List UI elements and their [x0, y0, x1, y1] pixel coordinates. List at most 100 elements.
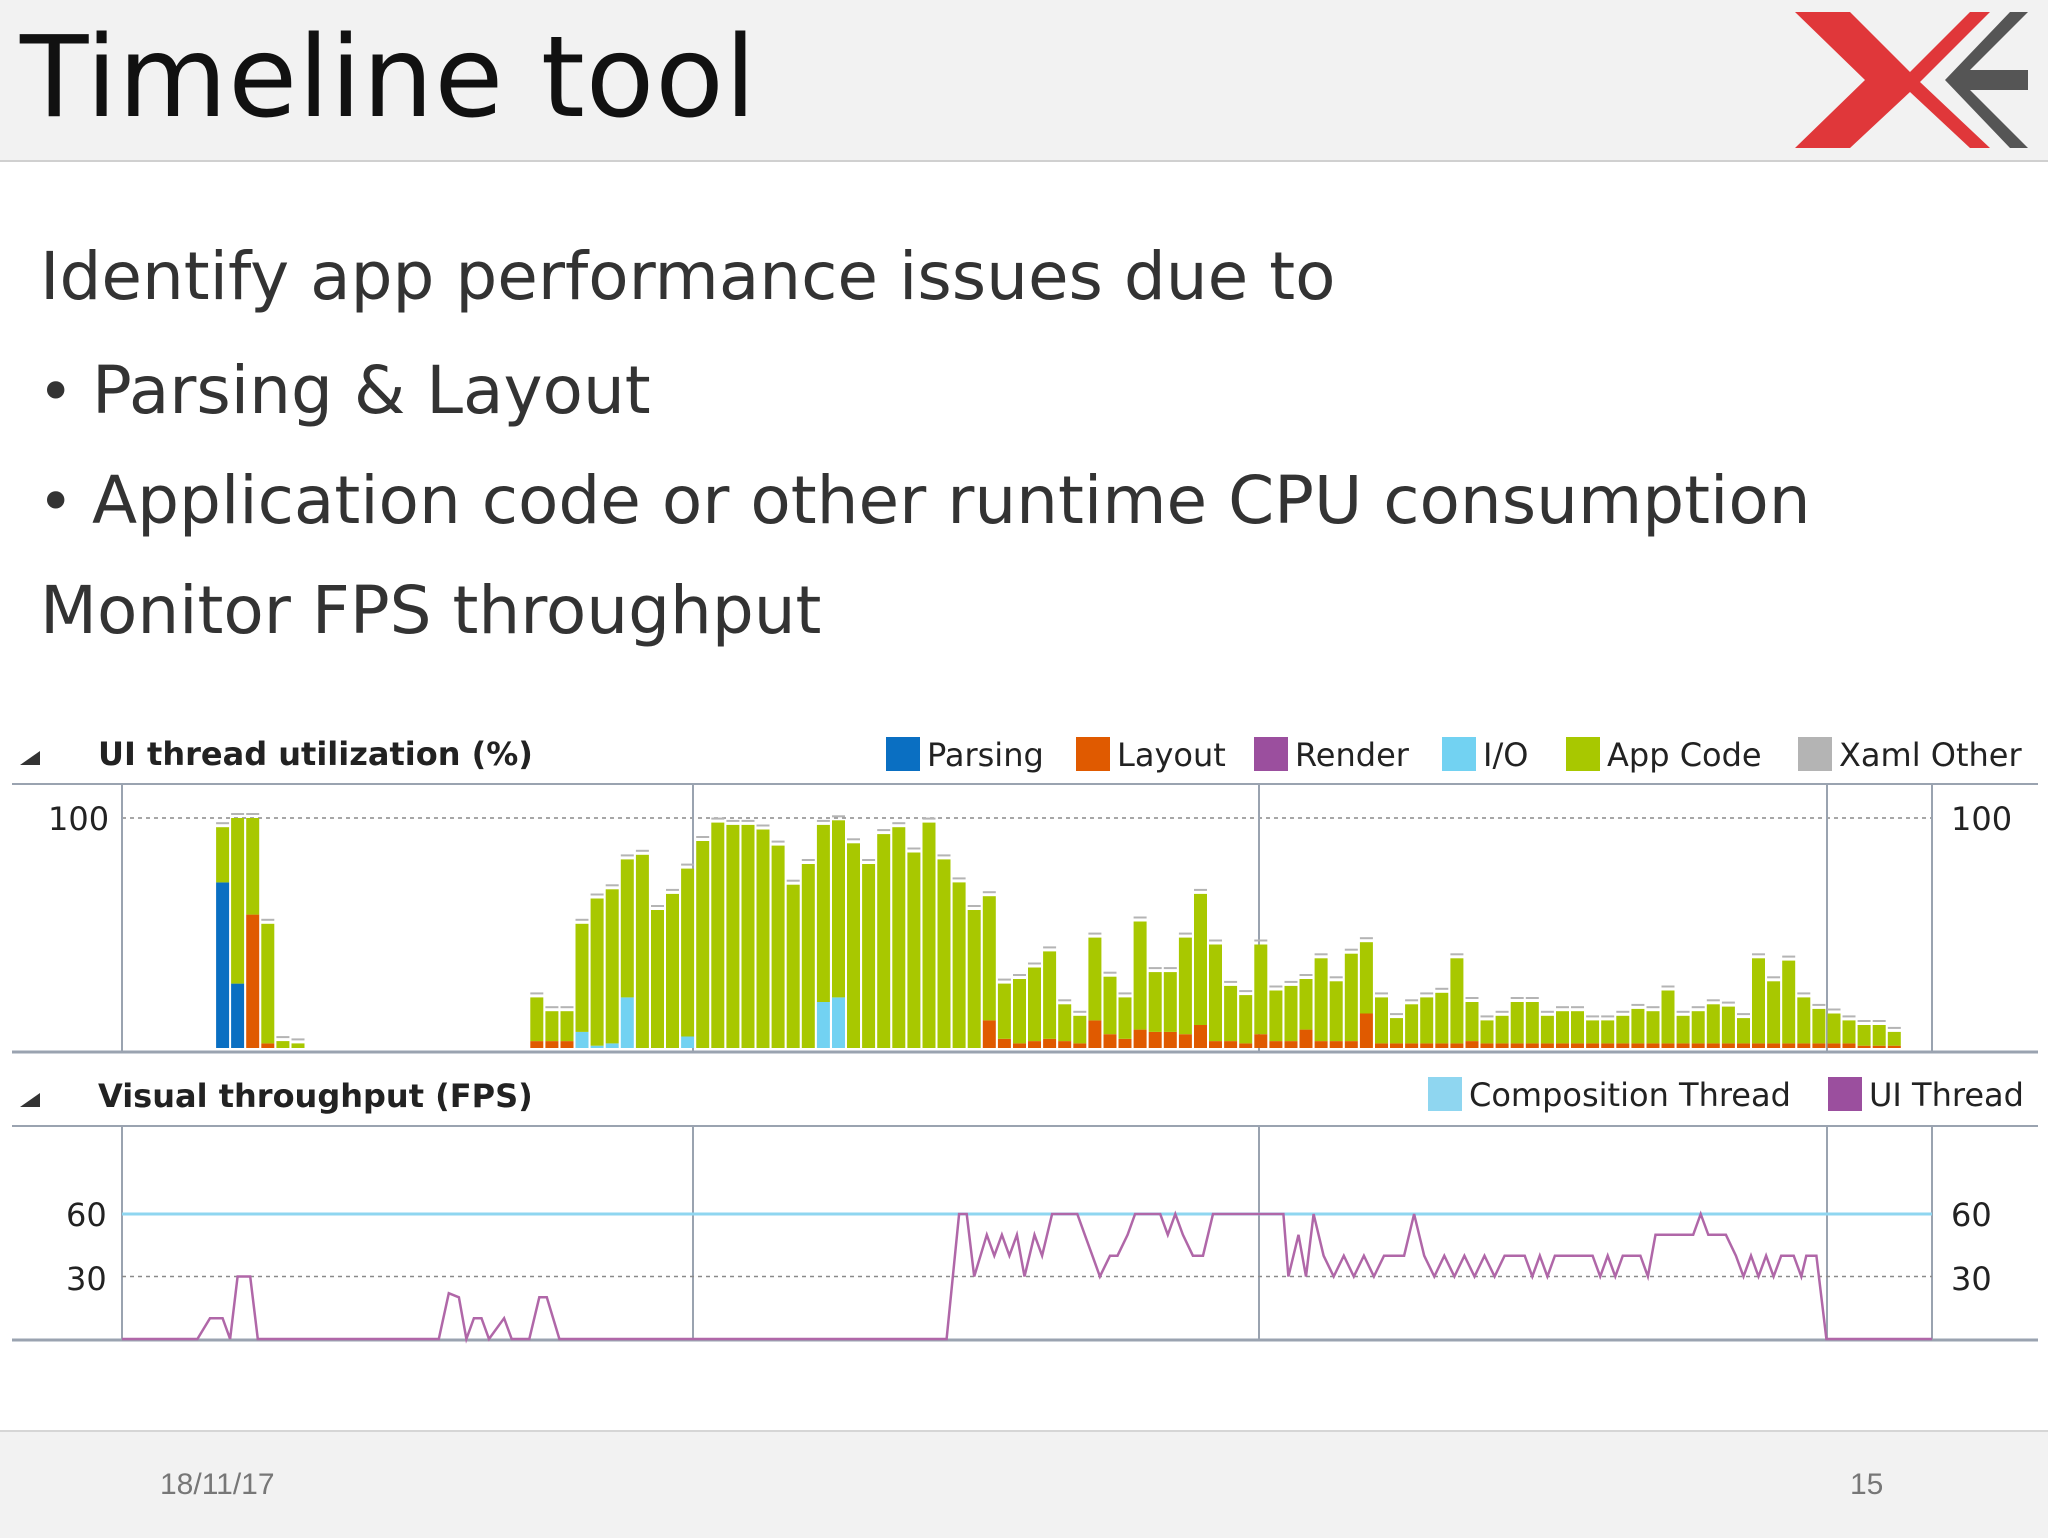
bar-segment-app-code	[1224, 985, 1238, 1042]
bar-segment-app-code	[1872, 1025, 1886, 1046]
bullet-app-code: Application code or other runtime CPU co…	[92, 462, 1811, 539]
bar-segment-xaml-other	[786, 879, 800, 882]
bar-segment-xaml-other	[1737, 1013, 1750, 1016]
ui-thread-line	[122, 1210, 1932, 1344]
bar-segment-app-code	[1359, 942, 1373, 1014]
bar-segment-app-code	[832, 820, 845, 998]
bar-segment-app-code	[635, 854, 649, 1048]
bar-segment-xaml-other	[726, 819, 740, 822]
bar-segment-app-code	[1058, 1004, 1072, 1042]
bar-segment-xaml-other	[1329, 976, 1343, 979]
bar-segment-app-code	[756, 829, 770, 1048]
bar-segment-xaml-other	[937, 854, 951, 857]
bar-segment-io	[620, 997, 634, 1048]
bar-segment-app-code	[1706, 1004, 1720, 1044]
bar-segment-app-code	[1540, 1015, 1554, 1044]
collapse-triangle-icon[interactable]	[20, 1093, 40, 1107]
bar-segment-layout	[1556, 1043, 1569, 1048]
bar-segment-xaml-other	[711, 817, 725, 820]
legend-label-layout: Layout	[1117, 736, 1226, 774]
legend-label-xaml-other: Xaml Other	[1839, 736, 2022, 774]
footer-page-number: 15	[1850, 1468, 1884, 1501]
bar-segment-xaml-other	[1013, 974, 1026, 976]
bar-segment-xaml-other	[1586, 1015, 1600, 1018]
bar-segment-app-code	[877, 834, 891, 1048]
bar-segment-xaml-other	[1435, 987, 1449, 990]
utilization-bars	[216, 813, 1901, 1048]
bar-segment-xaml-other	[907, 847, 921, 850]
bar-segment-xaml-other	[967, 905, 981, 907]
bar-segment-app-code	[696, 841, 710, 1048]
bullet-icon: •	[38, 467, 74, 537]
legend-label-app-code: App Code	[1607, 736, 1762, 774]
bar-segment-app-code	[1586, 1020, 1600, 1044]
bar-segment-xaml-other	[1797, 992, 1811, 995]
bar-segment-layout	[1148, 1031, 1162, 1048]
bar-segment-xaml-other	[1721, 1001, 1735, 1004]
bar-segment-xaml-other	[1812, 1003, 1826, 1006]
bar-segment-xaml-other	[696, 836, 710, 838]
bar-segment-xaml-other	[1450, 953, 1464, 956]
bar-segment-app-code	[937, 859, 951, 1048]
bar-segment-app-code	[1118, 997, 1132, 1039]
bar-segment-app-code	[1631, 1008, 1645, 1044]
bar-segment-xaml-other	[1178, 932, 1192, 935]
xe-logo-icon	[1795, 12, 2028, 148]
bar-segment-app-code	[1390, 1018, 1403, 1044]
bar-segment-app-code	[1767, 981, 1781, 1044]
bar-segment-layout	[1631, 1043, 1645, 1048]
bar-segment-app-code	[1691, 1011, 1705, 1044]
bar-segment-io	[590, 1045, 604, 1048]
bar-segment-xaml-other	[1691, 1006, 1705, 1009]
bar-segment-xaml-other	[560, 1006, 574, 1009]
bullet-parsing-layout: Parsing & Layout	[92, 352, 651, 429]
collapse-triangle-icon[interactable]	[20, 751, 40, 765]
bar-segment-xaml-other	[1706, 999, 1720, 1002]
bar-segment-app-code	[1495, 1015, 1509, 1044]
bar-segment-app-code	[291, 1043, 305, 1048]
bar-segment-app-code	[1194, 893, 1207, 1025]
bar-segment-app-code	[1209, 944, 1222, 1042]
bar-segment-layout	[1043, 1038, 1057, 1048]
intro-line: Identify app performance issues due to	[40, 238, 1336, 315]
bar-segment-app-code	[801, 864, 815, 1048]
bar-segment-xaml-other	[982, 891, 996, 894]
bar-segment-layout	[1284, 1041, 1298, 1048]
bar-segment-xaml-other	[1857, 1020, 1871, 1022]
bar-segment-xaml-other	[1887, 1026, 1901, 1029]
bar-segment-xaml-other	[261, 918, 275, 921]
bar-segment-app-code	[1254, 944, 1268, 1035]
bar-segment-layout	[1359, 1013, 1373, 1048]
bar-segment-layout	[1329, 1041, 1343, 1048]
bar-segment-app-code	[1329, 981, 1343, 1042]
bar-segment-layout	[1254, 1034, 1268, 1048]
bar-segment-app-code	[651, 910, 664, 1048]
bar-segment-app-code	[1028, 967, 1041, 1042]
bar-segment-xaml-other	[1752, 953, 1765, 956]
legend-label-render: Render	[1295, 736, 1410, 774]
bar-segment-xaml-other	[1314, 953, 1328, 956]
bar-segment-layout	[545, 1041, 559, 1048]
bar-segment-xaml-other	[1148, 967, 1162, 970]
bar-segment-layout	[1314, 1041, 1328, 1048]
bar-segment-app-code	[1013, 979, 1026, 1044]
bar-segment-app-code	[1420, 997, 1434, 1044]
bar-segment-xaml-other	[1767, 976, 1781, 979]
bar-segment-layout	[1706, 1043, 1720, 1048]
bar-segment-xaml-other	[1043, 946, 1057, 949]
bar-segment-app-code	[666, 893, 679, 1048]
bar-segment-app-code	[590, 898, 604, 1046]
bar-segment-layout	[1616, 1043, 1630, 1048]
footer-date: 18/11/17	[160, 1468, 275, 1501]
legend-label-parsing: Parsing	[927, 736, 1044, 774]
timeline-chart: UI thread utilization (%) Parsing Layout…	[12, 735, 2038, 1344]
bar-segment-app-code	[1088, 937, 1102, 1021]
bar-segment-xaml-other	[1827, 1008, 1841, 1011]
bar-segment-xaml-other	[1103, 971, 1117, 974]
bar-segment-app-code	[997, 983, 1011, 1039]
bar-segment-xaml-other	[1842, 1015, 1856, 1018]
bar-segment-xaml-other	[1254, 939, 1268, 942]
bar-segment-layout	[1133, 1029, 1147, 1048]
bar-segment-app-code	[1812, 1008, 1826, 1044]
bar-segment-app-code	[1480, 1020, 1494, 1044]
